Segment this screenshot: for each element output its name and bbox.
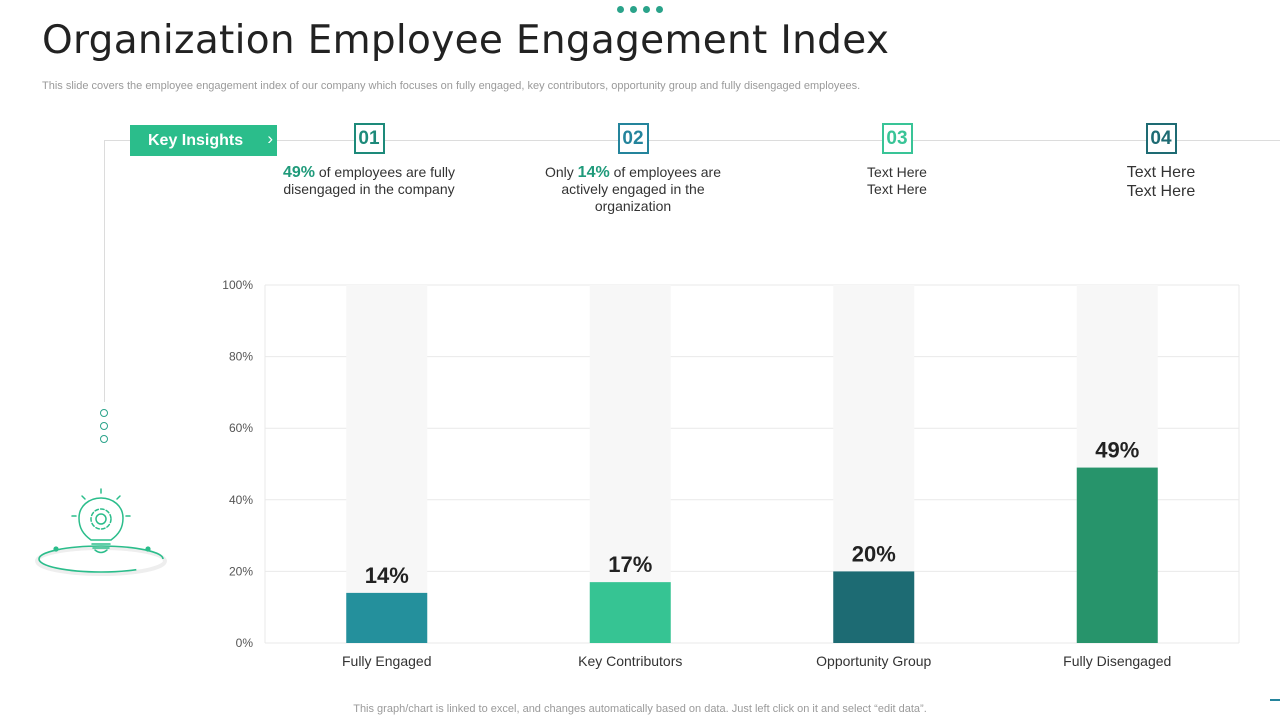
insight-line: Text Here	[1126, 164, 1196, 181]
bar-data-label: 17%	[608, 552, 652, 577]
connector-dot	[100, 422, 108, 430]
x-tick-label: Fully Engaged	[342, 653, 432, 669]
bar-track	[346, 285, 428, 643]
insight-body: of employees are actively engaged in the…	[561, 164, 721, 214]
insight-number-badge: 01	[353, 123, 385, 154]
insight-number-badge: 02	[617, 123, 649, 154]
insight-text: Text Here Text Here	[802, 164, 992, 198]
top-dots-decoration	[617, 6, 663, 13]
bar-data-label: 20%	[852, 541, 896, 566]
corner-accent	[1270, 699, 1280, 701]
y-tick-label: 60%	[229, 421, 253, 435]
lightbulb-gear-icon	[35, 488, 167, 576]
chart-footnote: This graph/chart is linked to excel, and…	[353, 703, 927, 715]
insight-02: 02 Only 14% of employees are actively en…	[538, 123, 728, 215]
bar-fully-disengaged	[1076, 467, 1158, 643]
page-subtitle: This slide covers the employee engagemen…	[42, 80, 861, 92]
x-tick-label: Key Contributors	[578, 653, 682, 669]
insights-frame-left-line	[104, 140, 105, 402]
bar-fully-engaged	[346, 592, 428, 643]
bar-data-label: 49%	[1095, 438, 1139, 463]
connector-dot	[100, 435, 108, 443]
insight-line: Text Here	[1126, 183, 1196, 200]
y-tick-label: 20%	[229, 564, 253, 578]
page-title: Organization Employee Engagement Index	[42, 18, 890, 63]
bar-opportunity-group	[833, 571, 915, 643]
chevron-right-icon: ›	[267, 129, 273, 148]
insights-frame-top-line	[104, 140, 1280, 141]
insight-highlight: 49%	[282, 164, 315, 181]
insight-body: of employees are fully disengaged in the…	[283, 164, 456, 197]
x-tick-label: Fully Disengaged	[1063, 653, 1171, 669]
connector-dot	[100, 409, 108, 417]
insight-prefix: Only	[544, 164, 578, 180]
bar-key-contributors	[589, 582, 671, 643]
insight-text: Text Here Text Here	[1066, 163, 1256, 201]
y-tick-label: 40%	[229, 493, 253, 507]
insight-text: 49% of employees are fully disengaged in…	[274, 164, 464, 198]
insight-line: Text Here	[867, 164, 927, 180]
y-tick-label: 100%	[222, 278, 253, 292]
dot	[643, 6, 650, 13]
insight-03: 03 Text Here Text Here	[802, 123, 992, 198]
insight-line: Text Here	[867, 181, 927, 197]
bar-data-label: 14%	[365, 563, 409, 588]
dot	[617, 6, 624, 13]
insight-text: Only 14% of employees are actively engag…	[538, 164, 728, 215]
insight-01: 01 49% of employees are fully disengaged…	[274, 123, 464, 198]
insight-04: 04 Text Here Text Here	[1066, 123, 1256, 201]
y-tick-label: 80%	[229, 350, 253, 364]
insight-highlight: 14%	[577, 164, 610, 181]
y-tick-label: 0%	[236, 636, 254, 650]
key-insights-tag: Key Insights ›	[130, 125, 277, 156]
dot	[656, 6, 663, 13]
insight-number-badge: 04	[1145, 123, 1177, 154]
insight-number-badge: 03	[881, 123, 913, 154]
dot	[630, 6, 637, 13]
key-insights-label: Key Insights	[148, 131, 244, 149]
x-tick-label: Opportunity Group	[816, 653, 931, 669]
